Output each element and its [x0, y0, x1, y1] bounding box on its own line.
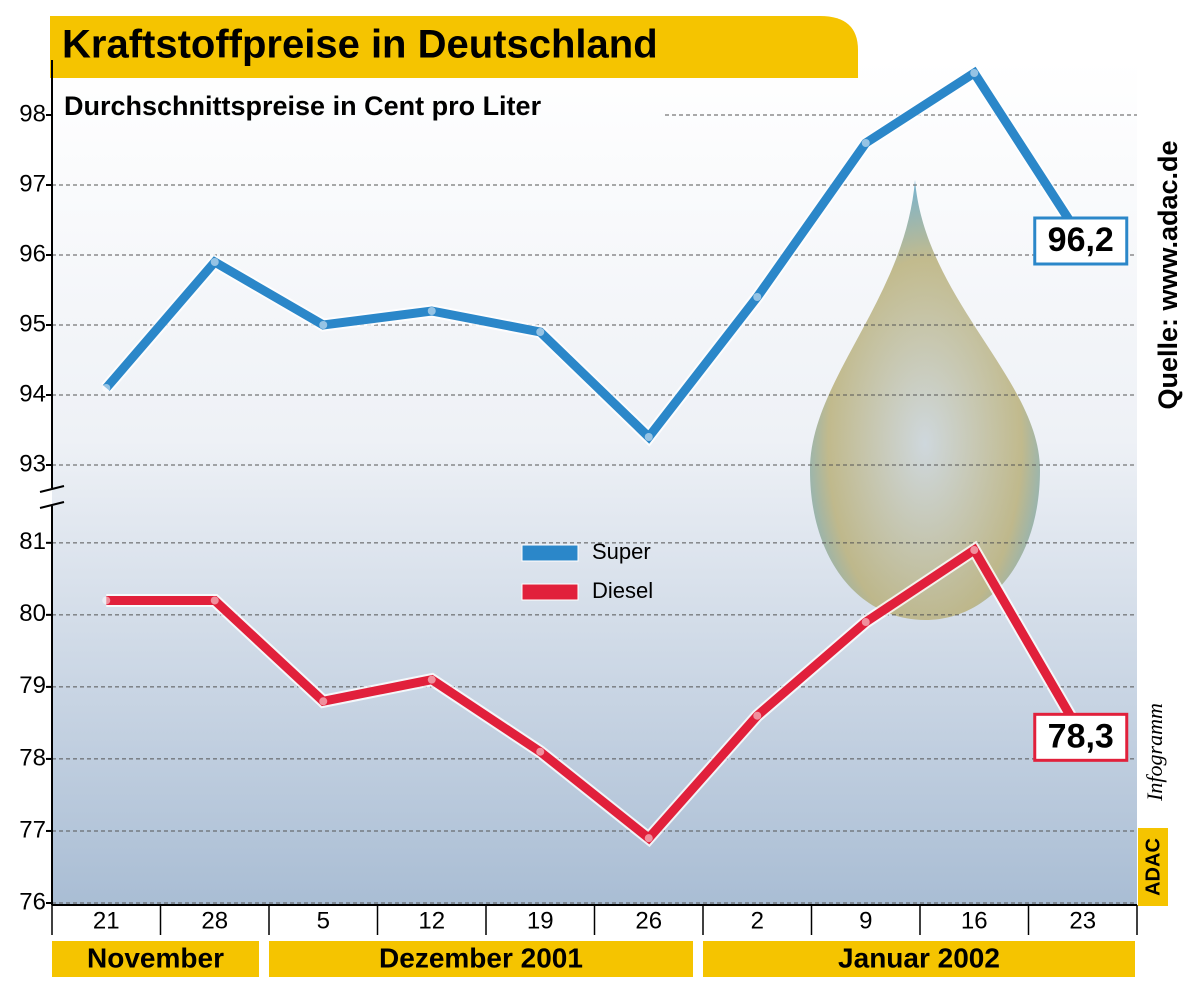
point	[102, 384, 111, 392]
x-tick-label: 5	[317, 907, 330, 934]
credit-suffix: Infogramm	[1142, 703, 1167, 802]
point	[861, 618, 870, 627]
point	[644, 433, 653, 441]
y-tick-label: 79	[19, 672, 46, 699]
group-label: Dezember 2001	[379, 942, 583, 973]
series-line	[106, 543, 1087, 845]
group-label: Januar 2002	[838, 942, 1000, 973]
point	[970, 546, 979, 555]
y-tick-label: 98	[19, 100, 46, 127]
y-tick-label: 80	[19, 600, 46, 627]
point	[102, 596, 111, 605]
x-tick-label: 19	[527, 907, 554, 934]
value-label: 78,3	[1048, 717, 1114, 755]
legend-label: Diesel	[592, 578, 653, 603]
credit: ADAC	[1142, 838, 1164, 896]
chart-subtitle: Durchschnittspreise in Cent pro Liter	[64, 91, 542, 121]
y-tick-label: 76	[19, 888, 46, 915]
group-label: November	[87, 942, 224, 973]
point	[644, 834, 653, 843]
y-tick-label: 94	[19, 380, 46, 407]
x-tick-label: 26	[635, 907, 662, 934]
group-band	[52, 941, 259, 977]
point	[861, 139, 870, 147]
legend-swatch	[521, 544, 579, 562]
axis-break	[39, 485, 65, 509]
x-tick-label: 23	[1069, 907, 1096, 934]
y-tick-label: 77	[19, 816, 46, 843]
x-tick-label: 21	[93, 907, 120, 934]
value-label: 96,2	[1048, 221, 1114, 259]
decorative-drop	[810, 180, 1040, 620]
title-band	[50, 16, 858, 78]
point	[427, 675, 436, 684]
point	[753, 711, 762, 720]
value-label-box	[1033, 712, 1129, 762]
point	[319, 697, 328, 706]
x-tick-label: 16	[961, 907, 988, 934]
group-band	[269, 941, 693, 977]
y-tick-label: 78	[19, 744, 46, 771]
legend-swatch	[521, 583, 579, 601]
source: Quelle: www.adac.de	[1153, 140, 1183, 409]
point	[970, 69, 979, 77]
point	[319, 321, 328, 329]
point	[210, 596, 219, 605]
series-line	[102, 66, 1087, 444]
y-tick-label: 96	[19, 240, 46, 267]
plot-layer: 93 94 95 96 97 98 76 77 78 79 80 81 21 28 5 12 19 26 2 9 16 2…	[19, 60, 1138, 977]
y-tick-label: 97	[19, 170, 46, 197]
x-tick-label: 2	[751, 907, 764, 934]
group-band	[703, 941, 1135, 977]
y-tick-label: 81	[19, 528, 46, 555]
point	[536, 328, 545, 336]
x-tick-label: 9	[859, 907, 872, 934]
x-tick-label: 28	[201, 907, 228, 934]
point	[536, 747, 545, 756]
y-tick-label: 93	[19, 450, 46, 477]
value-label-box	[1033, 216, 1129, 266]
legend-label: Super	[592, 539, 651, 564]
credit-badge	[1138, 828, 1168, 906]
chart-title: Kraftstoffpreise in Deutschland	[62, 23, 658, 67]
point	[753, 293, 762, 301]
x-tick-label: 12	[418, 907, 445, 934]
point	[427, 307, 436, 315]
y-tick-label: 95	[19, 310, 46, 337]
point	[210, 258, 219, 266]
